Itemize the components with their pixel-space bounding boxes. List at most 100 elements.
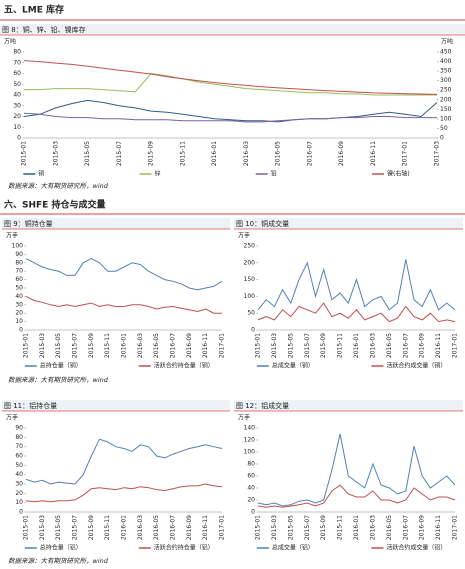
y-tick-label: 50 <box>247 310 255 317</box>
series-line <box>25 295 222 314</box>
legend-label: 总成交量（铜） <box>272 362 314 370</box>
legend-label: 总成交量（铝） <box>272 544 314 552</box>
y-tick-label: 200 <box>244 259 256 266</box>
x-tick-label: 2015-03 <box>39 515 46 540</box>
x-tick-label: 2017-01 <box>452 515 459 540</box>
y-tick-label: 20 <box>247 497 255 504</box>
x-tick-label: 2016-03 <box>137 333 144 358</box>
y-tick-label: 0 <box>251 509 255 516</box>
y-tick-label: 120 <box>244 437 256 444</box>
y2-tick-label: 350 <box>440 68 452 75</box>
x-tick-label: 2016-07 <box>306 141 313 166</box>
y-tick-label: 20 <box>13 113 21 120</box>
x-tick-label: 2016-07 <box>402 333 409 358</box>
y-tick-label: 40 <box>15 293 23 300</box>
x-tick-label: 2016-03 <box>369 333 376 358</box>
chart-title: 图 9：铜持仓量 <box>4 219 53 228</box>
x-tick-label: 2016-07 <box>402 515 409 540</box>
y2-tick-label: 100 <box>440 115 452 122</box>
y-tick-label: 60 <box>15 453 23 460</box>
y-tick-label: 30 <box>15 301 23 308</box>
x-tick-label: 2016-05 <box>153 333 160 358</box>
x-tick-label: 2015-05 <box>84 141 91 166</box>
x-tick-label: 2016-11 <box>202 515 209 540</box>
x-tick-label: 2016-03 <box>137 515 144 540</box>
x-tick-label: 2016-01 <box>121 333 128 358</box>
y2-tick-label: 50 <box>440 125 448 132</box>
y-tick-label: 40 <box>15 471 23 478</box>
y-tick-label: 50 <box>13 81 21 88</box>
caption-band <box>2 400 230 411</box>
x-tick-label: 2016-11 <box>370 141 377 166</box>
y-tick-label: 60 <box>15 276 23 283</box>
y-tick-label: 10 <box>15 499 23 506</box>
series-line <box>257 259 456 311</box>
series-line <box>23 60 438 95</box>
y-axis-unit: 万吨 <box>4 38 16 46</box>
chart-title: 图 11：铝持仓量 <box>4 401 57 410</box>
y-tick-label: 70 <box>15 443 23 450</box>
x-tick-label: 2015-09 <box>88 333 95 358</box>
y-tick-label: 20 <box>15 490 23 497</box>
x-tick-label: 2015-11 <box>337 515 344 540</box>
chart-title: 图 10：铜成交量 <box>236 219 289 228</box>
x-tick-label: 2015-07 <box>304 515 311 540</box>
x-tick-label: 2015-07 <box>72 333 79 358</box>
x-tick-label: 2016-09 <box>338 141 345 166</box>
y-axis-unit: 万手 <box>238 232 250 240</box>
x-tick-label: 2016-01 <box>211 141 218 166</box>
source: 数据来源：大有期货研究所，wind <box>8 557 109 565</box>
series-line <box>23 112 437 123</box>
y-tick-label: 40 <box>13 92 21 99</box>
x-tick-label: 2015-05 <box>55 333 62 358</box>
y-tick-label: 0 <box>19 327 23 334</box>
x-tick-label: 2016-05 <box>153 515 160 540</box>
x-tick-label: 2015-11 <box>337 333 344 358</box>
y-tick-label: 100 <box>244 449 256 456</box>
x-tick-label: 2015-07 <box>72 515 79 540</box>
y-tick-label: 70 <box>15 268 23 275</box>
series-line <box>25 438 223 485</box>
caption-band <box>0 24 465 35</box>
x-tick-label: 2016-05 <box>275 141 282 166</box>
caption-band <box>234 400 463 411</box>
legend-label: 镍(右轴) <box>387 170 410 178</box>
x-tick-label: 2015-05 <box>55 515 62 540</box>
caption-band <box>2 218 230 229</box>
series-line <box>257 433 456 507</box>
x-tick-label: 2015-07 <box>116 141 123 166</box>
x-tick-label: 2015-01 <box>255 333 262 358</box>
x-tick-label: 2017-01 <box>219 333 226 358</box>
chart-title: 图 8：铜、锌、铅、镍库存 <box>2 25 86 34</box>
x-tick-label: 2015-09 <box>88 515 95 540</box>
legend-label: 锌 <box>155 170 161 178</box>
x-tick-label: 2017-03 <box>434 141 441 166</box>
y-tick-label: 10 <box>15 318 23 325</box>
x-tick-label: 2016-09 <box>419 333 426 358</box>
y2-axis-unit: 万吨 <box>441 38 453 46</box>
y-tick-label: 80 <box>13 49 21 56</box>
y-tick-label: 60 <box>13 70 21 77</box>
y-tick-label: 40 <box>247 485 255 492</box>
x-tick-label: 2016-11 <box>435 333 442 358</box>
y-tick-label: 80 <box>15 434 23 441</box>
x-tick-label: 2016-11 <box>202 333 209 358</box>
y-tick-label: 90 <box>15 425 23 432</box>
y2-tick-label: 400 <box>440 58 452 65</box>
x-tick-label: 2016-01 <box>353 515 360 540</box>
x-tick-label: 2016-11 <box>435 515 442 540</box>
x-tick-label: 2017-01 <box>402 141 409 166</box>
source: 数据来源：大有期货研究所，wind <box>8 182 109 190</box>
y2-tick-label: 150 <box>440 106 452 113</box>
y-tick-label: 140 <box>244 425 256 432</box>
x-tick-label: 2017-01 <box>452 333 459 358</box>
x-tick-label: 2015-11 <box>179 141 186 166</box>
y2-tick-label: 250 <box>440 87 452 94</box>
legend-label: 活跃合约持仓量（铝） <box>154 544 214 552</box>
legend-label: 铅 <box>271 170 277 178</box>
x-tick-label: 2016-07 <box>170 515 177 540</box>
caption-band <box>234 218 463 229</box>
y2-tick-label: 300 <box>440 77 452 84</box>
y-tick-label: 80 <box>15 259 23 266</box>
